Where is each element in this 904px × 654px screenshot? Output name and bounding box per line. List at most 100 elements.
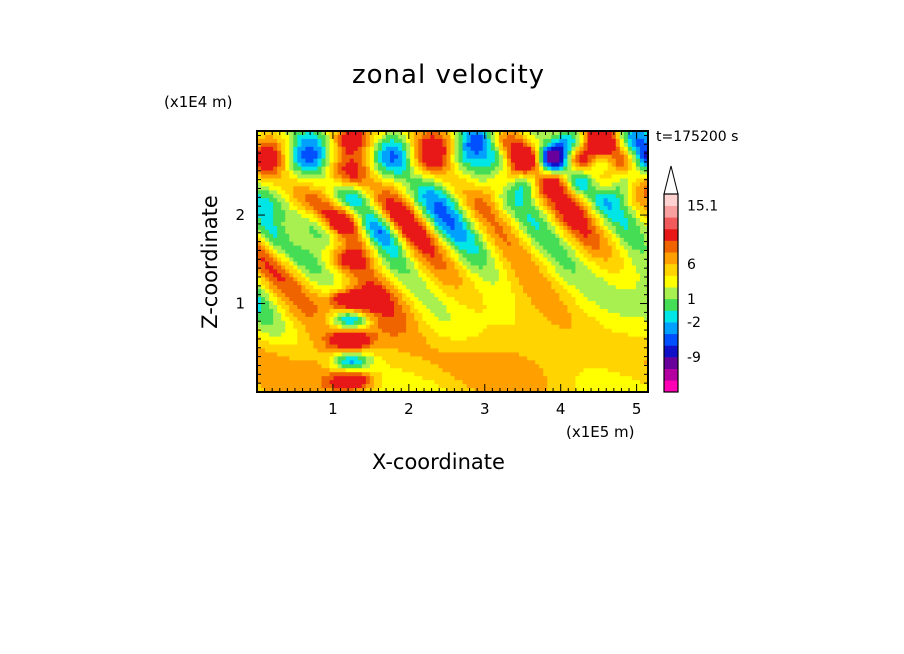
field-cell [309, 316, 315, 322]
field-cell [442, 312, 448, 318]
field-cell [575, 214, 581, 219]
field-cell [543, 324, 548, 330]
field-cell [353, 237, 359, 243]
field-cell [365, 206, 371, 211]
field-cell [313, 202, 319, 207]
field-cell [337, 253, 343, 259]
field-cell [273, 281, 278, 286]
field-cell [402, 285, 407, 290]
field-cell [514, 186, 520, 191]
field-cell [506, 202, 512, 207]
field-cell [466, 328, 472, 334]
field-cell [559, 245, 564, 251]
field-cell [559, 202, 564, 207]
field-cell [490, 218, 496, 223]
field-cell [430, 249, 435, 255]
field-cell [474, 186, 480, 191]
field-cell [470, 320, 476, 326]
field-cell [418, 233, 423, 239]
field-cell [281, 170, 286, 176]
field-cell [285, 138, 290, 144]
field-cell [587, 218, 593, 223]
field-cell [297, 293, 302, 298]
field-cell [357, 218, 363, 223]
field-cell [345, 261, 351, 267]
field-cell [623, 166, 629, 172]
field-cell [551, 206, 556, 211]
field-cell [514, 265, 520, 270]
field-cell [599, 214, 605, 219]
field-cell [603, 265, 609, 270]
field-cell [321, 237, 327, 243]
field-cell [599, 186, 605, 191]
field-cell [394, 281, 399, 286]
field-cell [365, 142, 371, 148]
field-cell [623, 249, 629, 255]
field-cell [369, 320, 375, 326]
field-cell [385, 301, 391, 306]
field-cell [261, 225, 266, 231]
field-cell [466, 237, 472, 243]
field-cell [434, 198, 439, 203]
field-cell [430, 166, 435, 172]
field-cell [639, 198, 645, 203]
field-cell [462, 237, 468, 243]
field-cell [297, 182, 302, 187]
field-cell [583, 146, 589, 152]
field-cell [595, 293, 601, 298]
field-cell [603, 166, 609, 172]
field-cell [446, 312, 452, 318]
field-cell [373, 206, 379, 211]
field-cell [539, 297, 544, 302]
field-cell [527, 229, 532, 235]
field-cell [321, 285, 327, 290]
field-cell [591, 186, 597, 191]
field-cell [639, 138, 645, 144]
field-cell [531, 221, 536, 227]
field-cell [410, 293, 415, 298]
field-cell [345, 154, 351, 160]
field-cell [341, 324, 347, 330]
field-cell [523, 245, 528, 251]
field-cell [470, 257, 476, 263]
field-cell [579, 237, 585, 243]
field-cell [454, 324, 460, 330]
field-cell [595, 174, 601, 180]
field-cell [313, 178, 319, 183]
field-cell [269, 174, 274, 180]
field-cell [402, 257, 407, 263]
field-cell [559, 154, 564, 160]
field-cell [454, 206, 460, 211]
field-cell [377, 273, 383, 278]
field-cell [309, 178, 315, 183]
field-cell [426, 162, 431, 168]
field-cell [321, 289, 327, 294]
field-cell [627, 170, 633, 176]
field-cell [494, 214, 500, 219]
field-cell [482, 285, 488, 290]
field-cell [410, 241, 415, 247]
field-cell [571, 138, 577, 144]
field-cell [466, 245, 472, 251]
field-cell [317, 218, 323, 223]
field-cell [426, 138, 431, 144]
field-cell [406, 178, 411, 183]
field-cell [446, 269, 452, 274]
field-cell [466, 142, 472, 148]
field-cell [281, 158, 286, 164]
field-cell [547, 162, 552, 168]
field-cell [333, 214, 339, 219]
field-cell [583, 237, 589, 243]
field-cell [390, 162, 395, 168]
field-cell [442, 162, 448, 168]
field-cell [462, 308, 468, 314]
field-cell [341, 269, 347, 274]
field-cell [527, 249, 532, 255]
field-cell [410, 170, 415, 176]
field-cell [470, 229, 476, 235]
field-cell [434, 261, 439, 267]
field-cell [619, 174, 625, 180]
field-cell [583, 174, 589, 180]
field-cell [535, 178, 540, 183]
field-cell [502, 202, 508, 207]
